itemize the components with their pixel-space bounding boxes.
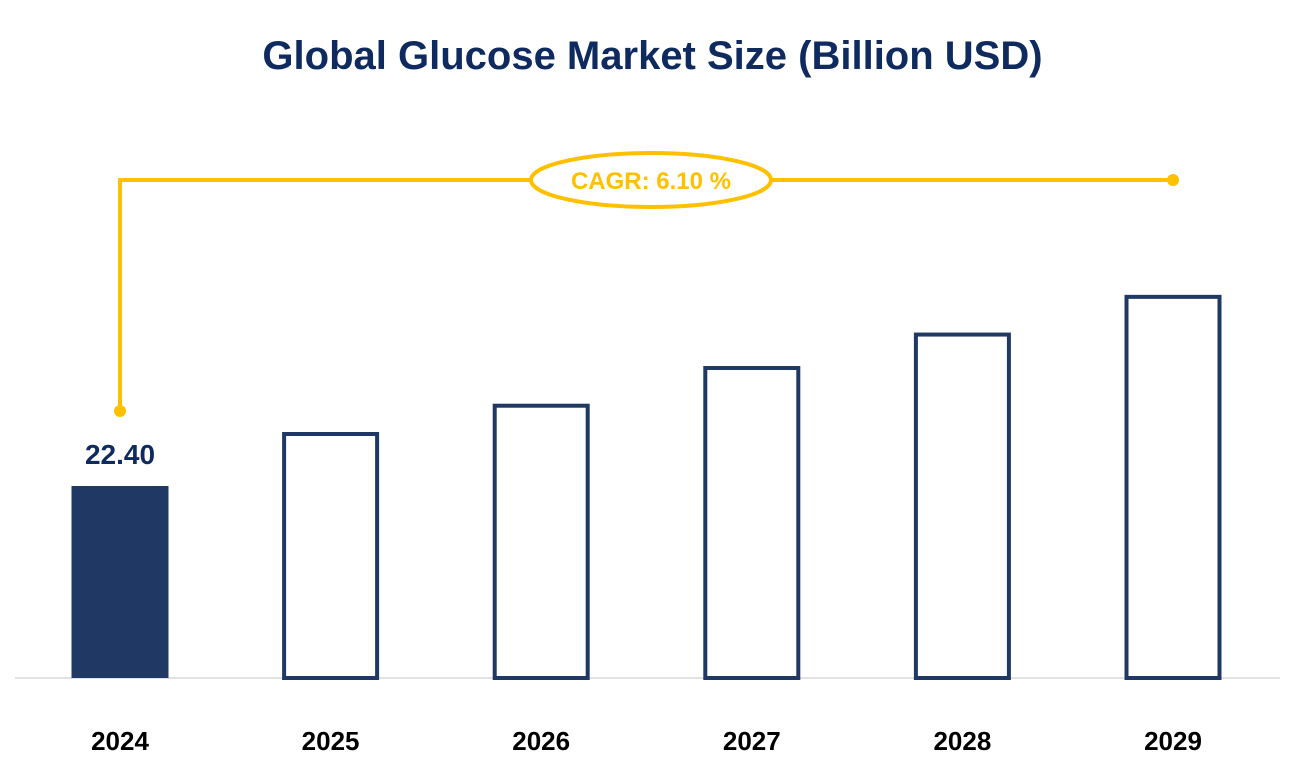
cagr-start-dot (114, 405, 126, 417)
bar-2029 (1124, 294, 1222, 680)
data-label: 22.40 (85, 439, 155, 470)
x-tick-label: 2025 (302, 726, 360, 756)
cagr-end-dot (1167, 174, 1179, 186)
x-tick-label: 2026 (512, 726, 570, 756)
bar-2028 (913, 332, 1011, 680)
cagr-ellipse (529, 151, 773, 209)
cagr-label: CAGR: 6.10 % (571, 168, 731, 195)
chart-title: Global Glucose Market Size (Billion USD) (262, 34, 1043, 78)
bar-2025 (282, 432, 380, 680)
bar-2024 (71, 486, 169, 678)
bar-2026 (492, 403, 590, 680)
x-tick-label: 2027 (723, 726, 781, 756)
x-tick-label: 2028 (933, 726, 991, 756)
cagr-connector-line (118, 178, 1173, 411)
bar-2027 (703, 366, 801, 680)
x-tick-label: 2024 (91, 726, 149, 756)
x-tick-label: 2029 (1144, 726, 1202, 756)
